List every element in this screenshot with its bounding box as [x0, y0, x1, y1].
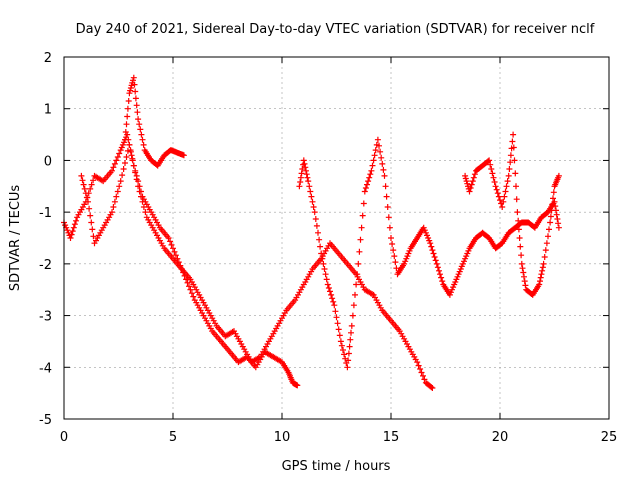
y-tick-label: -2 — [39, 258, 52, 273]
y-tick-label: 0 — [44, 154, 52, 169]
y-tick-labels: -5 -4 -3 -2 -1 0 1 2 — [39, 51, 52, 428]
chart-title: Day 240 of 2021, Sidereal Day-to-day VTE… — [76, 22, 595, 37]
x-tick-label: 10 — [274, 430, 291, 445]
y-tick-label: -1 — [39, 206, 52, 221]
x-axis-label: GPS time / hours — [282, 459, 391, 474]
y-tick-label: -4 — [39, 361, 52, 376]
y-tick-label: -3 — [39, 310, 52, 325]
x-tick-label: 20 — [492, 430, 509, 445]
grid-lines — [64, 57, 609, 419]
axis-ticks — [63, 56, 610, 420]
series-track-d — [296, 136, 562, 371]
series-track-c — [122, 74, 187, 169]
y-tick-label: -5 — [39, 413, 52, 428]
y-tick-label: 1 — [44, 103, 52, 118]
x-tick-label: 0 — [60, 430, 68, 445]
y-axis-label: SDTVAR / TECUs — [8, 185, 23, 292]
series-track-e — [462, 131, 562, 298]
x-tick-labels: 0 5 10 15 20 25 — [60, 430, 617, 445]
x-tick-label: 15 — [383, 430, 400, 445]
x-tick-label: 25 — [601, 430, 618, 445]
x-tick-label: 5 — [169, 430, 177, 445]
series-track-b — [78, 141, 436, 391]
data-markers — [61, 74, 562, 391]
plot-frame — [63, 56, 610, 420]
y-tick-label: 2 — [44, 51, 52, 66]
